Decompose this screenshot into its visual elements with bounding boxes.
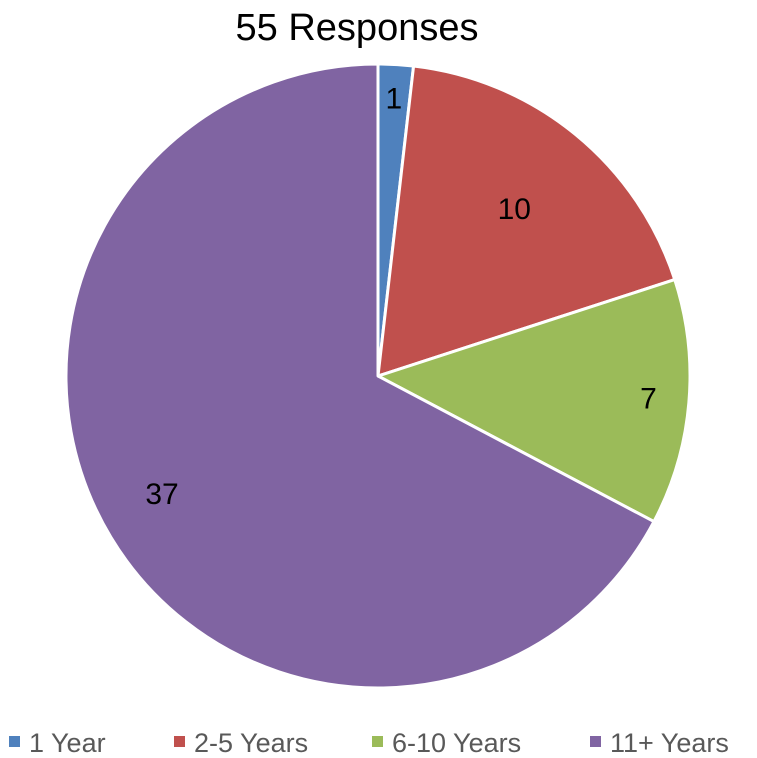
pie-slice-11-plus-years [64,62,656,690]
legend-item-11-plus-years: 11+ Years [590,728,729,758]
legend-item-6-10-years: 6-10 Years [372,728,521,758]
legend-item-2-5-years: 2-5 Years [174,728,308,758]
legend-marker-6-10-years [372,736,383,747]
data-label-2-5-years: 10 [498,193,531,226]
data-label-11-plus-years: 37 [145,478,178,511]
pie-slice-6-10-years [376,278,692,524]
legend-marker-11-plus-years [590,736,601,747]
legend-marker-1-year [9,736,20,747]
pie-slice-2-5-years [376,64,677,378]
legend: 1 Year 2-5 Years 6-10 Years 11+ Years [9,728,729,758]
pie-slices [64,62,692,690]
legend-marker-2-5-years [174,736,185,747]
legend-label-6-10-years: 6-10 Years [392,728,521,758]
legend-label-11-plus-years: 11+ Years [610,728,729,758]
legend-label-1-year: 1 Year [29,728,106,758]
pie-data-labels: 1 10 7 37 [145,82,656,511]
data-label-6-10-years: 7 [640,383,657,416]
data-label-1-year: 1 [386,82,403,115]
legend-label-2-5-years: 2-5 Years [194,728,308,758]
chart-title: 55 Responses [236,7,479,49]
legend-item-1-year: 1 Year [9,728,106,758]
